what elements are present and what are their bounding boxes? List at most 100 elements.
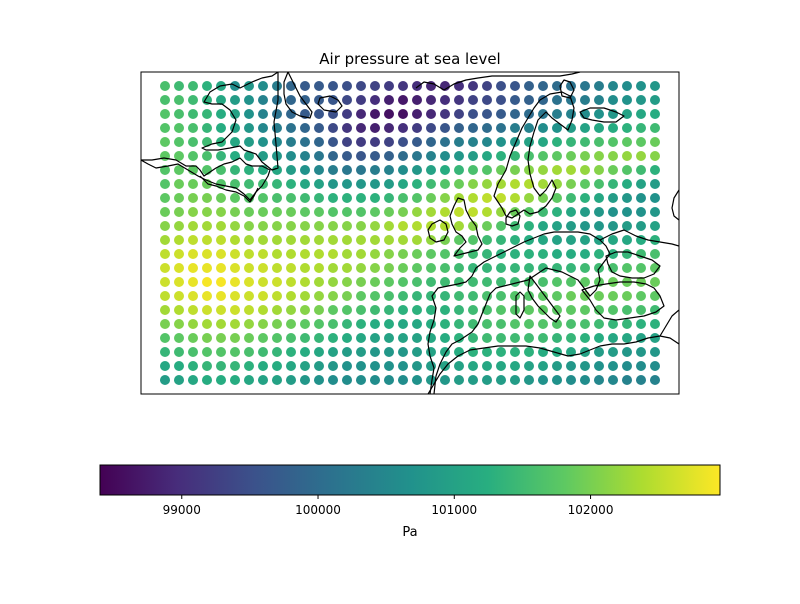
data-point (384, 151, 394, 161)
data-point (594, 81, 604, 91)
data-point (454, 165, 464, 175)
coastline-greenland-east (283, 72, 313, 119)
data-point (566, 179, 576, 189)
data-point (258, 207, 268, 217)
data-point (496, 207, 506, 217)
data-point (384, 165, 394, 175)
data-point (566, 165, 576, 175)
data-point (202, 81, 212, 91)
data-point (636, 249, 646, 259)
data-point (384, 235, 394, 245)
data-point (370, 319, 380, 329)
data-point (468, 123, 478, 133)
data-point (440, 137, 450, 147)
data-point (370, 291, 380, 301)
data-point (328, 193, 338, 203)
data-point (230, 277, 240, 287)
data-point (342, 81, 352, 91)
data-point (510, 193, 520, 203)
data-point (454, 361, 464, 371)
coastline-denmark (505, 209, 521, 227)
data-point (370, 137, 380, 147)
data-point (496, 179, 506, 189)
data-point (258, 235, 268, 245)
data-point (426, 305, 436, 315)
data-point (608, 221, 618, 231)
data-point (496, 305, 506, 315)
data-point (566, 207, 576, 217)
data-point (328, 319, 338, 329)
data-point (552, 123, 562, 133)
data-point (356, 179, 366, 189)
data-point (510, 165, 520, 175)
data-point (650, 123, 660, 133)
data-point (300, 375, 310, 385)
data-point (174, 151, 184, 161)
data-point (328, 207, 338, 217)
data-point (650, 95, 660, 105)
data-point (174, 137, 184, 147)
data-point (314, 207, 324, 217)
data-point (426, 249, 436, 259)
data-point (188, 81, 198, 91)
data-point (160, 347, 170, 357)
data-point (258, 361, 268, 371)
data-point (230, 109, 240, 119)
data-point (538, 179, 548, 189)
data-point (356, 137, 366, 147)
data-point (370, 305, 380, 315)
data-point (300, 347, 310, 357)
data-point (244, 235, 254, 245)
data-point (538, 95, 548, 105)
data-point (202, 207, 212, 217)
data-point (258, 347, 268, 357)
data-point (384, 347, 394, 357)
data-point (622, 109, 632, 119)
data-point (384, 193, 394, 203)
data-point (160, 375, 170, 385)
data-point (258, 95, 268, 105)
coastlines (141, 72, 679, 394)
data-point (244, 137, 254, 147)
data-point (398, 347, 408, 357)
data-point (398, 361, 408, 371)
data-point (314, 123, 324, 133)
data-point (300, 249, 310, 259)
data-point (342, 137, 352, 147)
data-point (454, 221, 464, 231)
data-point (426, 235, 436, 245)
data-point (258, 137, 268, 147)
data-point (300, 277, 310, 287)
data-point (328, 361, 338, 371)
data-point (412, 81, 422, 91)
data-point (342, 193, 352, 203)
data-point (468, 81, 478, 91)
data-point (188, 221, 198, 231)
data-point (440, 95, 450, 105)
data-point (230, 291, 240, 301)
data-point (384, 277, 394, 287)
data-point (188, 151, 198, 161)
data-point (244, 207, 254, 217)
data-point (594, 221, 604, 231)
data-point (440, 221, 450, 231)
data-point (300, 361, 310, 371)
data-point (244, 375, 254, 385)
data-point (608, 249, 618, 259)
data-point (398, 95, 408, 105)
data-point (188, 95, 198, 105)
data-point (328, 375, 338, 385)
data-point (328, 179, 338, 189)
data-point (482, 207, 492, 217)
data-point (188, 347, 198, 357)
data-point (426, 109, 436, 119)
data-point (636, 137, 646, 147)
data-point (454, 291, 464, 301)
data-point (356, 123, 366, 133)
data-point (468, 137, 478, 147)
data-point (356, 277, 366, 287)
data-point (188, 137, 198, 147)
data-point (496, 333, 506, 343)
data-point (538, 361, 548, 371)
data-point (482, 347, 492, 357)
